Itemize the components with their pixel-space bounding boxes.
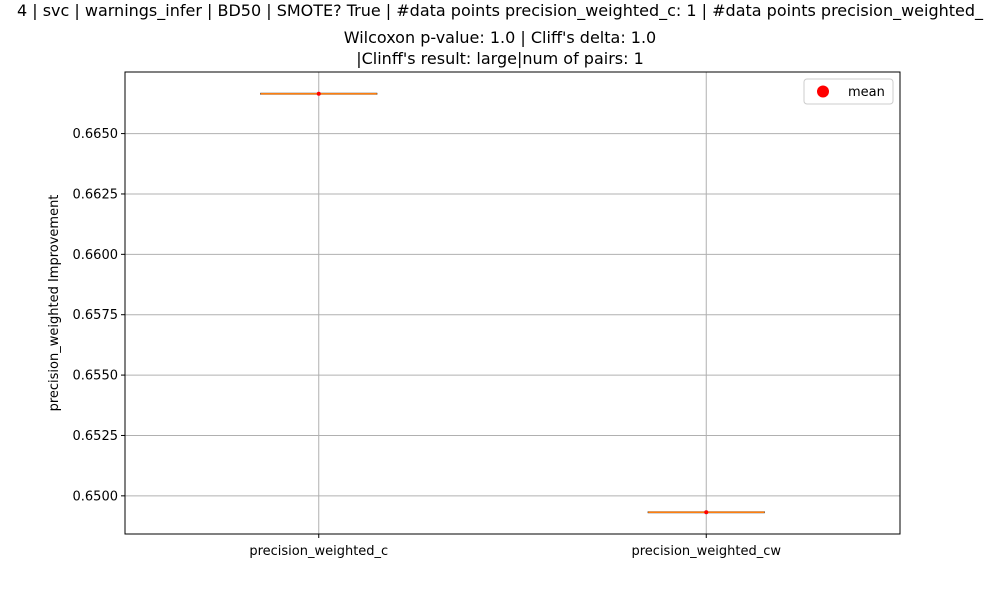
legend-frame	[803, 78, 894, 105]
chart-title-line-3: |Clinff's result: large|num of pairs: 1	[356, 49, 644, 68]
y-tick-label: 0.6550	[73, 369, 119, 384]
grid-layer	[125, 72, 900, 534]
x-tick-label: precision_weighted_cw	[631, 544, 781, 559]
y-tick-label: 0.6600	[73, 248, 119, 263]
mean-marker-precision_weighted_c	[316, 91, 321, 96]
axis-layer: 0.6500 0.6525 0.6550 0.6575 0.6600 0.6625 0.66…	[73, 127, 782, 559]
y-tick-label: 0.6500	[73, 489, 119, 504]
x-tick-label: precision_weighted_c	[249, 544, 388, 559]
y-axis-label: precision_weighted Improvement	[47, 195, 62, 412]
legend-entry-mean: mean	[848, 85, 885, 100]
legend: mean	[803, 78, 894, 105]
legend-mean-marker	[817, 85, 829, 98]
y-tick-label: 0.6625	[73, 187, 119, 202]
y-tick-label: 0.6525	[73, 429, 119, 444]
plot-area-frame	[124, 71, 901, 535]
y-tick-label: 0.6650	[73, 127, 119, 142]
y-tick-label: 0.6575	[73, 308, 119, 323]
marks-layer	[260, 91, 765, 515]
chart-title-line-2: Wilcoxon p-value: 1.0 | Cliff's delta: 1…	[343, 28, 657, 47]
chart-title-line-1: 4 | svc | warnings_infer | BD50 | SMOTE?…	[16, 1, 984, 20]
mean-marker-precision_weighted_cw	[704, 510, 709, 515]
